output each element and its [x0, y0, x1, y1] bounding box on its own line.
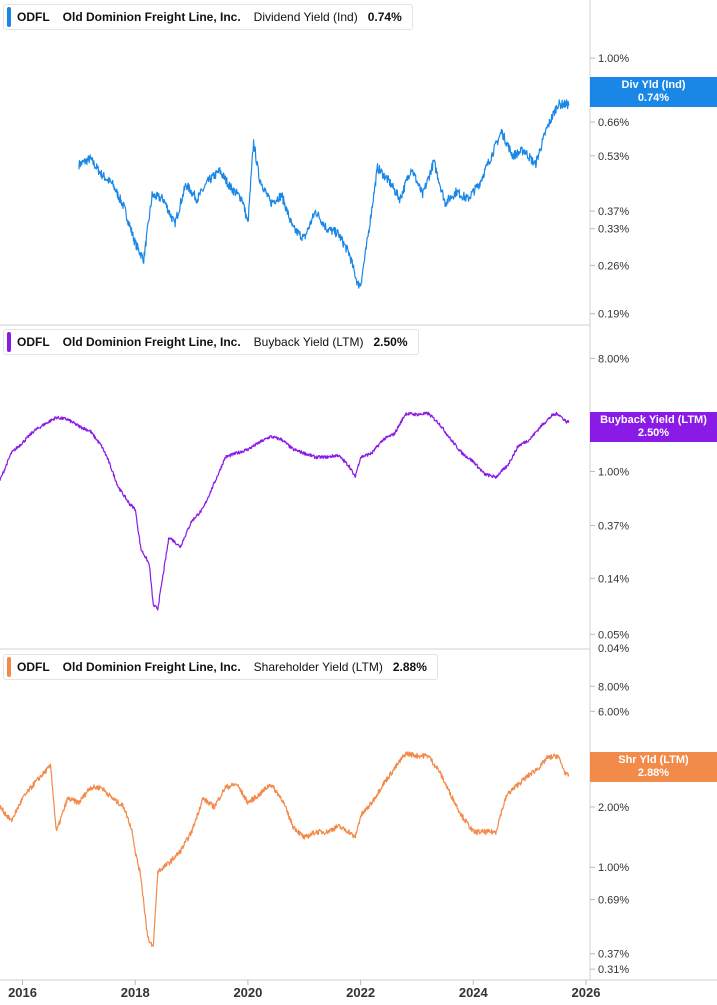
x-tick-label: 2022 [346, 985, 375, 1000]
y-tick-label: 1.00% [598, 466, 629, 478]
legend-dividend: ODFL Old Dominion Freight Line, Inc. Div… [3, 4, 413, 30]
y-tick-label: 0.33% [598, 224, 629, 236]
x-tick-label: 2016 [8, 985, 37, 1000]
dividend-swatch [7, 7, 11, 27]
y-tick-label: 2.00% [598, 802, 629, 814]
legend-company: Old Dominion Freight Line, Inc. [62, 10, 241, 24]
shareholder-yield-line [0, 751, 570, 947]
legend-metric: Dividend Yield (Ind) [253, 10, 358, 24]
legend-buyback: ODFL Old Dominion Freight Line, Inc. Buy… [3, 329, 419, 355]
y-tick-label: 8.00% [598, 353, 629, 365]
legend-company: Old Dominion Freight Line, Inc. [62, 335, 241, 349]
y-tick-label: 1.00% [598, 862, 629, 874]
x-tick-label: 2026 [572, 985, 601, 1000]
legend-company: Old Dominion Freight Line, Inc. [62, 660, 241, 674]
x-tick-label: 2018 [121, 985, 150, 1000]
y-edge-label: 0.04% [598, 643, 629, 655]
y-tick-label: 0.69% [598, 895, 629, 907]
legend-metric: Buyback Yield (LTM) [253, 335, 364, 349]
y-tick-label: 8.00% [598, 681, 629, 693]
tag-value: 0.74% [637, 92, 670, 104]
tag-value: 2.88% [637, 767, 670, 779]
legend-metric: Shareholder Yield (LTM) [253, 660, 383, 674]
legend-ticker: ODFL [17, 660, 50, 674]
y-tick-label: 0.37% [598, 520, 629, 532]
tag-label: Shr Yld (LTM) [618, 754, 689, 766]
legend-ticker: ODFL [17, 10, 50, 24]
shareholder-swatch [7, 657, 11, 677]
y-tick-label: 0.26% [598, 260, 629, 272]
tag-value: 2.50% [637, 427, 670, 439]
tag-buyback: Buyback Yield (LTM) 2.50% [590, 412, 717, 442]
legend-value: 0.74% [367, 10, 402, 24]
y-tick-label: 0.53% [598, 151, 629, 163]
y-tick-label: 0.19% [598, 309, 629, 321]
y-tick-label: 0.37% [598, 206, 629, 218]
legend-value: 2.88% [392, 660, 427, 674]
tag-label: Buyback Yield (LTM) [600, 414, 707, 426]
y-tick-label: 1.00% [598, 53, 629, 65]
y-tick-label: 0.66% [598, 117, 629, 129]
buyback-swatch [7, 332, 11, 352]
y-tick-label: 6.00% [598, 706, 629, 718]
y-tick-label: 0.14% [598, 573, 629, 585]
legend-shareholder: ODFL Old Dominion Freight Line, Inc. Sha… [3, 654, 438, 680]
tag-shareholder: Shr Yld (LTM) 2.88% [590, 752, 717, 782]
x-tick-label: 2024 [459, 985, 489, 1000]
tag-dividend: Div Yld (Ind) 0.74% [590, 77, 717, 107]
buyback-yield-line [0, 411, 570, 611]
y-tick-label: 0.37% [598, 949, 629, 961]
tag-label: Div Yld (Ind) [621, 79, 686, 91]
y-tick-label: 0.05% [598, 629, 629, 641]
dividend-yield-line [78, 99, 570, 289]
x-tick-label: 2020 [233, 985, 262, 1000]
legend-value: 2.50% [373, 335, 408, 349]
y-tick-label: 0.31% [598, 964, 629, 976]
legend-ticker: ODFL [17, 335, 50, 349]
